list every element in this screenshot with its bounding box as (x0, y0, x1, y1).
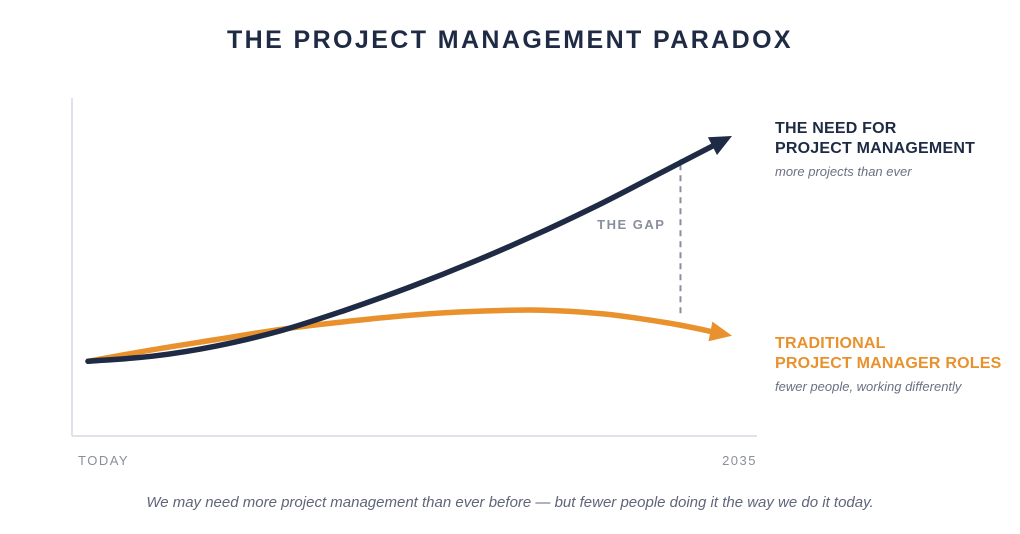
x-tick-label-1: 2035 (722, 453, 757, 468)
series-arrowhead-need-for-pm (707, 136, 732, 155)
legend-trad-name-line-1: TRADITIONAL (775, 335, 886, 352)
chart-caption: We may need more project management than… (146, 494, 874, 511)
legend-need-for-pm: THE NEED FOR PROJECT MANAGEMENT more pro… (775, 119, 975, 182)
x-tick-label-0: TODAY (78, 453, 129, 468)
series-line-need-for-pm (85, 140, 721, 365)
series-arrowhead-traditional-roles (708, 321, 732, 342)
legend-need-name-line-2: PROJECT MANAGEMENT (775, 140, 976, 157)
chart-title: THE PROJECT MANAGEMENT PARADOX (226, 26, 793, 54)
legend-trad-subtitle: fewer people, working differently (775, 379, 962, 394)
legend-traditional-roles: TRADITIONAL PROJECT MANAGER ROLES fewer … (775, 334, 1001, 397)
legend-trad-name-line-2: PROJECT MANAGER ROLES (775, 355, 1002, 372)
legend-need-name-line-1: THE NEED FOR (775, 120, 897, 137)
gap-label: THE GAP (597, 217, 665, 232)
legend-need-subtitle: more projects than ever (775, 164, 912, 179)
series-line-traditional-roles (85, 307, 720, 365)
